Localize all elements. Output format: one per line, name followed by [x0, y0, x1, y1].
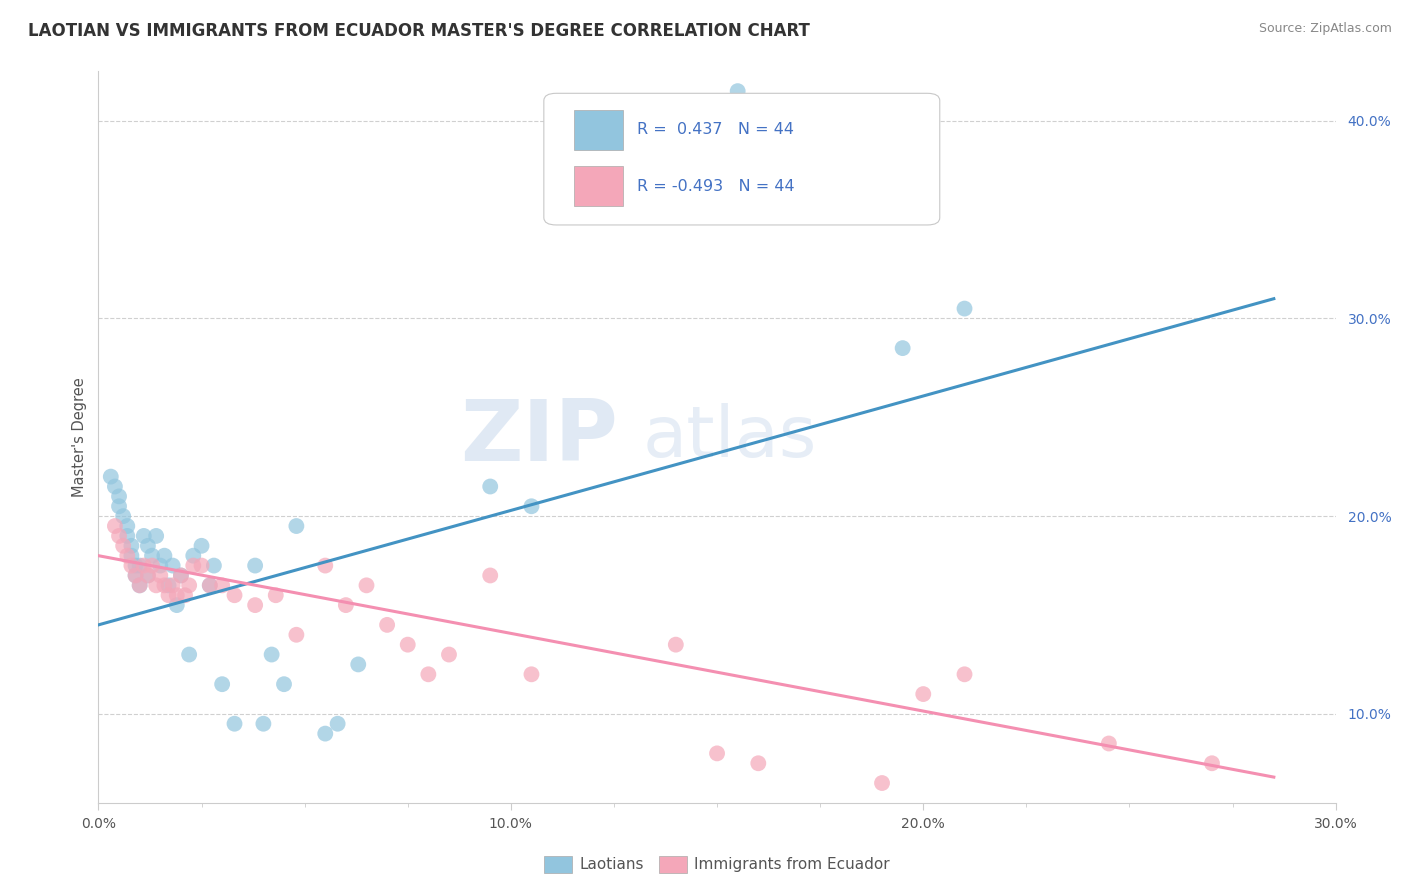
Point — [104, 479, 127, 493]
Point — [179, 648, 201, 662]
Point — [181, 558, 204, 573]
Point — [912, 687, 935, 701]
Text: Source: ZipAtlas.com: Source: ZipAtlas.com — [1258, 22, 1392, 36]
Point — [112, 539, 135, 553]
Point — [153, 549, 176, 563]
Point — [706, 747, 728, 761]
Point — [356, 578, 378, 592]
Point — [128, 578, 150, 592]
Point — [120, 539, 142, 553]
Point — [132, 529, 155, 543]
Point — [108, 489, 131, 503]
Y-axis label: Master's Degree: Master's Degree — [72, 377, 87, 497]
Point — [437, 648, 460, 662]
FancyBboxPatch shape — [544, 94, 939, 225]
Point — [520, 500, 543, 514]
Point — [375, 618, 398, 632]
Point — [149, 568, 172, 582]
Point — [166, 598, 188, 612]
Point — [132, 558, 155, 573]
Point — [418, 667, 440, 681]
Point — [117, 519, 139, 533]
Point — [198, 578, 221, 592]
Point — [396, 638, 419, 652]
Point — [1098, 737, 1121, 751]
Point — [243, 598, 266, 612]
Point — [136, 539, 159, 553]
Point — [162, 558, 184, 573]
Point — [162, 578, 184, 592]
Point — [264, 588, 287, 602]
Point — [153, 578, 176, 592]
Point — [170, 568, 193, 582]
Point — [117, 529, 139, 543]
FancyBboxPatch shape — [574, 166, 623, 206]
Point — [108, 500, 131, 514]
Point — [243, 558, 266, 573]
Text: R = -0.493   N = 44: R = -0.493 N = 44 — [637, 178, 794, 194]
Point — [727, 84, 749, 98]
Point — [870, 776, 893, 790]
Point — [285, 628, 308, 642]
Point — [665, 638, 688, 652]
Point — [479, 479, 502, 493]
Legend: Laotians, Immigrants from Ecuador: Laotians, Immigrants from Ecuador — [538, 849, 896, 880]
Point — [174, 588, 197, 602]
FancyBboxPatch shape — [574, 110, 623, 150]
Point — [120, 558, 142, 573]
Point — [314, 558, 336, 573]
Point — [181, 549, 204, 563]
Point — [747, 756, 769, 771]
Text: atlas: atlas — [643, 402, 817, 472]
Point — [179, 578, 201, 592]
Point — [157, 588, 180, 602]
Point — [285, 519, 308, 533]
Point — [112, 509, 135, 524]
Point — [136, 568, 159, 582]
Point — [211, 677, 233, 691]
Point — [273, 677, 295, 691]
Point — [141, 558, 163, 573]
Point — [953, 301, 976, 316]
Text: R =  0.437   N = 44: R = 0.437 N = 44 — [637, 122, 793, 137]
Point — [145, 529, 167, 543]
Point — [108, 529, 131, 543]
Point — [479, 568, 502, 582]
Point — [211, 578, 233, 592]
Text: ZIP: ZIP — [460, 395, 619, 479]
Point — [1201, 756, 1223, 771]
Point — [166, 588, 188, 602]
Point — [117, 549, 139, 563]
Point — [202, 558, 225, 573]
Point — [145, 578, 167, 592]
Point — [190, 558, 212, 573]
Point — [347, 657, 370, 672]
Point — [953, 667, 976, 681]
Point — [224, 588, 246, 602]
Point — [190, 539, 212, 553]
Point — [124, 568, 146, 582]
Point — [170, 568, 193, 582]
Point — [149, 558, 172, 573]
Point — [124, 568, 146, 582]
Point — [314, 726, 336, 740]
Point — [104, 519, 127, 533]
Point — [224, 716, 246, 731]
Point — [141, 549, 163, 563]
Point — [326, 716, 349, 731]
Point — [260, 648, 283, 662]
Point — [120, 549, 142, 563]
Text: LAOTIAN VS IMMIGRANTS FROM ECUADOR MASTER'S DEGREE CORRELATION CHART: LAOTIAN VS IMMIGRANTS FROM ECUADOR MASTE… — [28, 22, 810, 40]
Point — [252, 716, 274, 731]
Point — [124, 558, 146, 573]
Point — [128, 558, 150, 573]
Point — [891, 341, 914, 355]
Point — [157, 578, 180, 592]
Point — [335, 598, 357, 612]
Point — [198, 578, 221, 592]
Point — [128, 578, 150, 592]
Point — [520, 667, 543, 681]
Point — [100, 469, 122, 483]
Point — [136, 568, 159, 582]
